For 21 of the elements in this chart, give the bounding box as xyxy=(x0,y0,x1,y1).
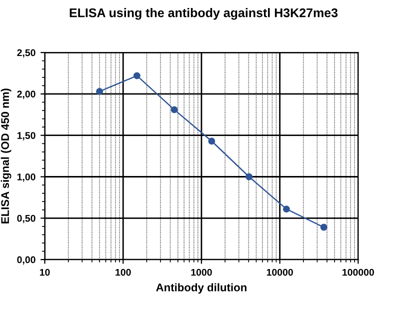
x-tick-label: 100 xyxy=(116,268,131,276)
y-tick-label: 2,00 xyxy=(17,90,36,99)
y-tick-label: 0,00 xyxy=(17,256,36,265)
y-tick-label: 1,50 xyxy=(17,132,36,140)
x-tick-label: 1000 xyxy=(191,268,212,276)
point xyxy=(170,106,178,114)
point xyxy=(133,72,140,80)
x-axis-title: Antibody dilution xyxy=(156,283,246,294)
y-tick-label: 0,50 xyxy=(17,214,36,224)
y-axis-title: ELISA signal (OD 450 nm) xyxy=(0,88,12,224)
chart-title: ELISA using the antibody againstl H3K27me3 xyxy=(70,8,338,20)
y-tick-label: 2,50 xyxy=(17,49,36,58)
x-tick-label: 10000 xyxy=(266,268,293,276)
point xyxy=(246,173,253,180)
point xyxy=(208,138,216,145)
x-tick-label: 10 xyxy=(40,268,50,276)
point xyxy=(320,224,328,231)
point xyxy=(96,88,104,95)
y-tick-label: 1,00 xyxy=(17,173,36,182)
x-tick-label: 100000 xyxy=(342,268,374,276)
point xyxy=(282,206,290,213)
